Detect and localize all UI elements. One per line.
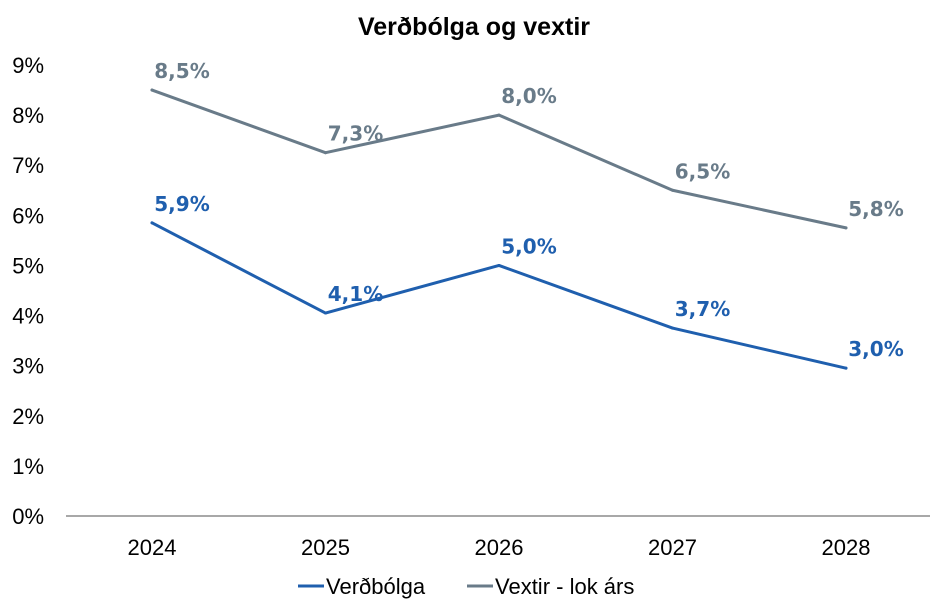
y-tick-label: 9%	[12, 53, 44, 78]
chart-title: Verðbólga og vextir	[358, 13, 590, 41]
data-point	[497, 263, 501, 267]
data-point	[150, 88, 154, 92]
y-tick-label: 5%	[12, 253, 44, 278]
y-tick-label: 6%	[12, 203, 44, 228]
data-label: 6,5%	[675, 159, 730, 183]
series-lines	[150, 88, 848, 370]
x-axis: 2024 2025 2026 2027 2028	[128, 535, 871, 560]
data-label: 8,5%	[154, 59, 209, 83]
data-point	[671, 326, 674, 330]
legend: Verðbólga Vextir - lok árs	[298, 574, 634, 599]
x-tick-label: 2024	[128, 535, 177, 560]
data-label: 5,0%	[501, 234, 556, 258]
x-tick-label: 2028	[822, 535, 871, 560]
x-tick-label: 2027	[648, 535, 697, 560]
data-point	[671, 188, 674, 192]
y-tick-label: 3%	[12, 354, 44, 379]
data-point	[324, 151, 327, 155]
y-tick-label: 2%	[12, 404, 44, 429]
data-label: 5,9%	[154, 192, 209, 216]
data-point	[844, 366, 848, 370]
data-point	[497, 113, 501, 117]
legend-label: Verðbólga	[326, 574, 426, 599]
x-tick-label: 2026	[475, 535, 524, 560]
data-label: 8,0%	[501, 84, 556, 108]
y-tick-label: 1%	[12, 454, 44, 479]
series-line-1	[150, 88, 848, 230]
data-label: 3,0%	[848, 337, 903, 361]
data-label: 7,3%	[328, 122, 383, 146]
data-label: 4,1%	[328, 282, 383, 306]
legend-label: Vextir - lok árs	[495, 574, 634, 599]
data-point	[324, 311, 327, 315]
y-tick-label: 8%	[12, 103, 44, 128]
y-tick-label: 4%	[12, 304, 44, 329]
data-label: 3,7%	[675, 297, 730, 321]
x-tick-label: 2025	[301, 535, 350, 560]
y-axis: 0% 1% 2% 3% 4% 5% 6% 7% 8% 9%	[12, 53, 44, 529]
series-line-0	[150, 221, 848, 370]
data-point	[844, 226, 848, 230]
data-label: 5,8%	[848, 197, 903, 221]
y-tick-label: 0%	[12, 504, 44, 529]
data-labels: 5,9% 4,1% 5,0% 3,7% 3,0% 8,5% 7,3% 8,0% 6,5% 5,8%	[154, 59, 903, 361]
data-point	[150, 221, 154, 225]
y-tick-label: 7%	[12, 153, 44, 178]
